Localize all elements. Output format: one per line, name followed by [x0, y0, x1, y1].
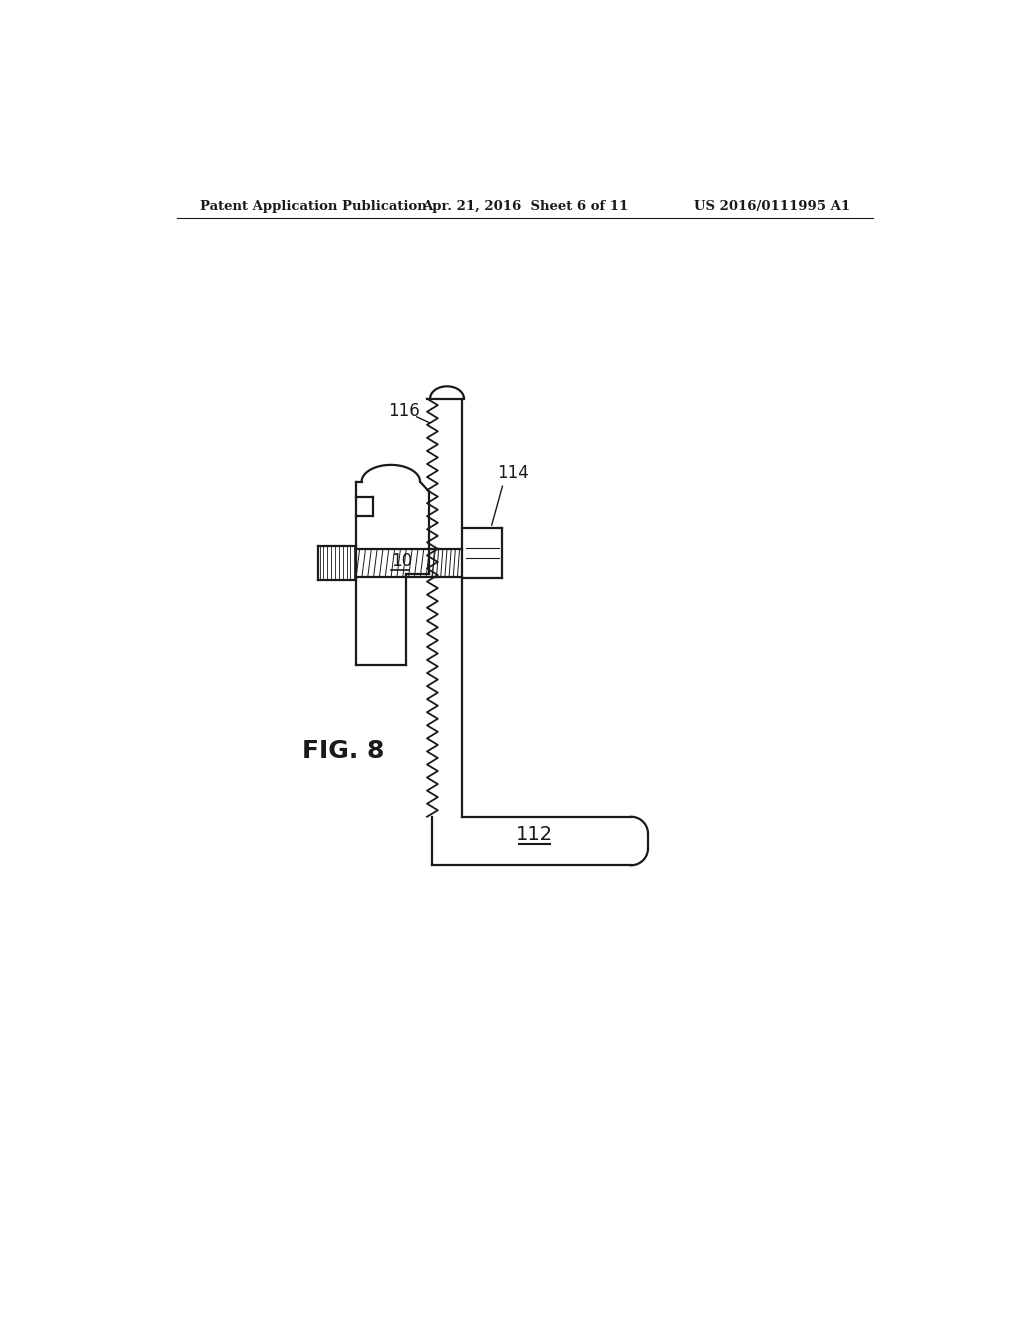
Text: Patent Application Publication: Patent Application Publication	[200, 199, 427, 213]
Text: 114: 114	[497, 463, 528, 482]
Text: FIG. 8: FIG. 8	[301, 739, 384, 763]
Text: 10: 10	[391, 552, 412, 570]
Text: 112: 112	[516, 825, 553, 843]
Text: US 2016/0111995 A1: US 2016/0111995 A1	[694, 199, 851, 213]
Text: 116: 116	[388, 403, 420, 420]
Text: Apr. 21, 2016  Sheet 6 of 11: Apr. 21, 2016 Sheet 6 of 11	[422, 199, 628, 213]
